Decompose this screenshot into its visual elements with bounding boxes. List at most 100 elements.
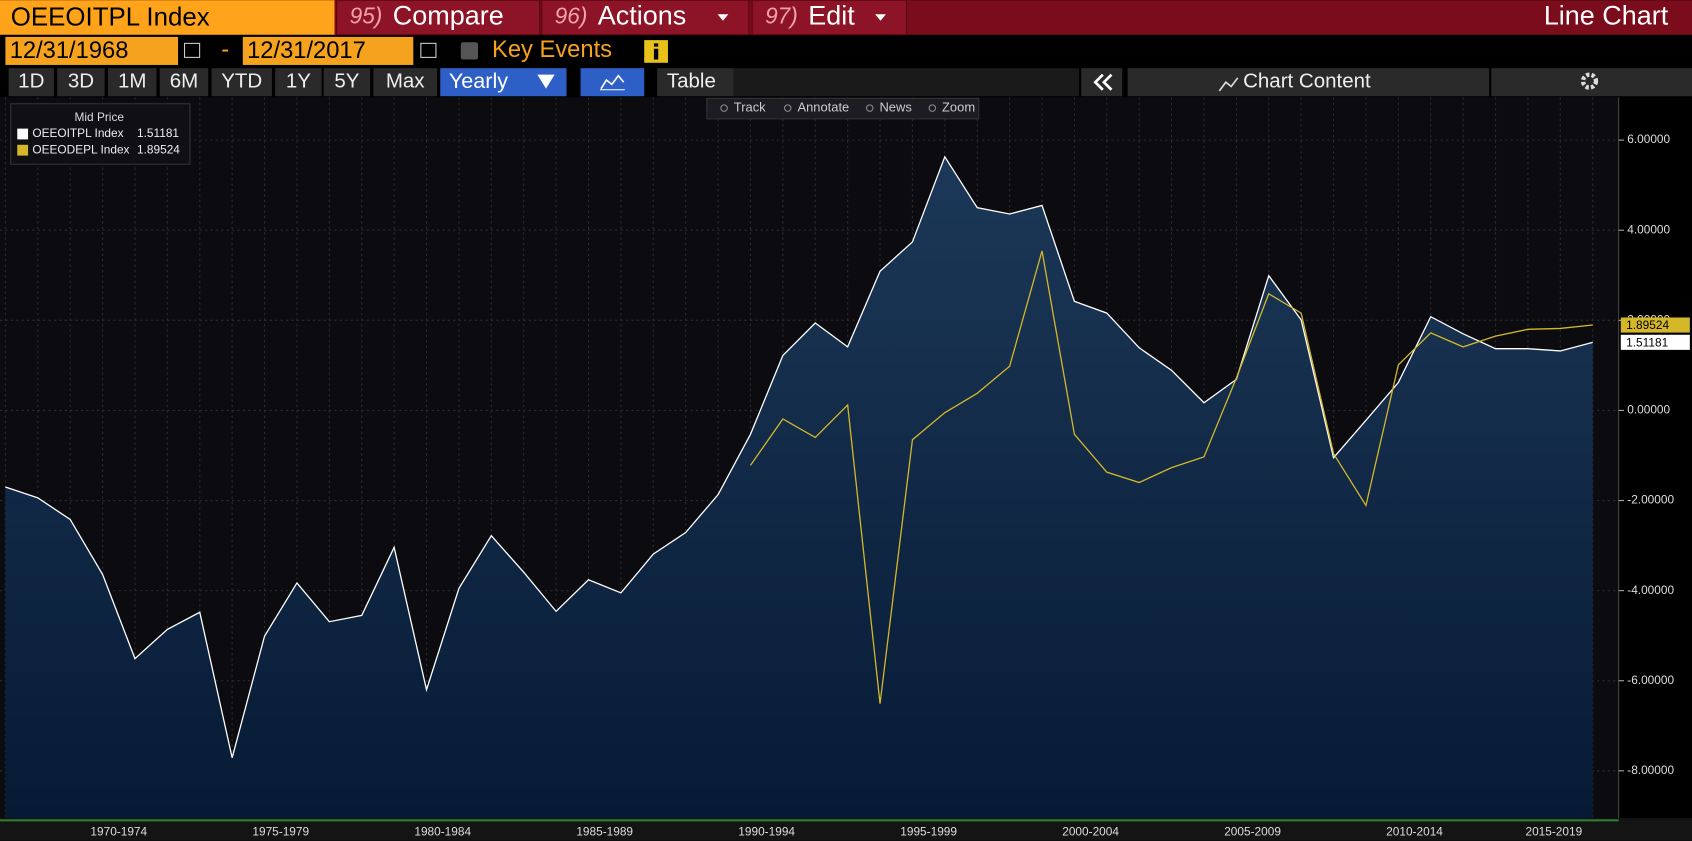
x-tick-label: 2005-2009	[1224, 824, 1281, 838]
x-tick-label: 1985-1989	[576, 824, 633, 838]
tool-label[interactable]: Annotate	[797, 100, 849, 115]
tool-icon	[865, 104, 874, 112]
last-value-label: 1.51181	[1626, 336, 1668, 350]
frequency-label: Yearly	[449, 68, 508, 93]
x-tick-label: 2010-2014	[1386, 824, 1443, 838]
info-icon-stem	[653, 48, 659, 60]
last-value-tag	[1620, 334, 1690, 350]
view-title: Line Chart	[1544, 1, 1669, 31]
start-date-box[interactable]	[5, 36, 179, 65]
last-value-label: 1.89524	[1626, 318, 1669, 332]
x-tick-label: 2015-2019	[1525, 824, 1582, 838]
tool-label[interactable]: News	[879, 100, 911, 115]
chart-tools-bar	[706, 97, 980, 120]
period-button[interactable]	[211, 68, 272, 97]
chart-content-icon	[1218, 77, 1239, 92]
period-label: 6M	[170, 70, 198, 93]
last-value-tag	[1620, 317, 1690, 333]
line	[749, 250, 1593, 704]
end-date: 12/31/2017	[247, 38, 366, 64]
period-label: 1Y	[286, 70, 311, 93]
x-tick-label: 2000-2004	[1062, 824, 1119, 838]
line	[5, 155, 1593, 758]
collapse-button[interactable]	[1081, 68, 1123, 97]
x-tick-label: 1975-1979	[252, 824, 309, 838]
period-label: YTD	[221, 70, 262, 93]
y-tick-label: -8.00000	[1627, 763, 1674, 777]
area	[5, 156, 1593, 819]
settings-button[interactable]	[1491, 68, 1692, 97]
y-tick-label: -6.00000	[1627, 673, 1674, 687]
security-box[interactable]	[0, 0, 335, 35]
legend-swatch	[17, 128, 29, 140]
key-events-label: Key Events	[492, 37, 612, 63]
period-label: 5Y	[334, 70, 359, 93]
collapse-icon	[1093, 73, 1104, 91]
menu-number: 95)	[350, 2, 383, 28]
legend-value: 1.89524	[137, 142, 180, 156]
checkbox[interactable]	[460, 42, 479, 60]
table-button[interactable]	[657, 68, 734, 97]
dropdown-arrow	[875, 14, 886, 21]
dropdown-arrow	[717, 14, 729, 21]
menu-button[interactable]	[336, 0, 541, 36]
tool-label[interactable]: Zoom	[942, 100, 975, 115]
tool-icon	[783, 104, 792, 112]
y-tick-label: 4.00000	[1627, 222, 1670, 236]
period-button[interactable]	[57, 68, 105, 97]
start-date: 12/31/1968	[10, 38, 129, 64]
chart-content-label: Chart Content	[1243, 70, 1371, 93]
chart-icon	[600, 74, 625, 90]
legend-value: 1.51181	[137, 126, 179, 140]
legend-label[interactable]: OEEOITPL Index	[32, 126, 123, 140]
y-tick-label: -4.00000	[1627, 583, 1674, 597]
legend	[10, 103, 191, 165]
period-button[interactable]	[8, 68, 54, 97]
dropdown-arrow	[537, 74, 555, 89]
calendar-icon[interactable]	[183, 42, 201, 58]
period-label: 1M	[118, 70, 146, 93]
menu-label: Edit	[808, 1, 855, 31]
menu-number: 97)	[765, 2, 798, 28]
tool-icon	[720, 104, 728, 112]
period-button[interactable]	[107, 68, 157, 97]
menu-label: Actions	[598, 1, 686, 31]
info-icon-dot	[653, 43, 659, 47]
settings-icon[interactable]	[1580, 72, 1599, 90]
calendar-icon[interactable]	[420, 42, 437, 58]
table-label: Table	[667, 70, 716, 93]
legend-title: Mid Price	[75, 110, 125, 124]
chart-type-button[interactable]	[580, 68, 645, 97]
x-tick-label: 1970-1974	[90, 824, 147, 838]
y-tick-label: 6.00000	[1627, 132, 1670, 146]
period-label: 3D	[68, 70, 94, 93]
period-label: 1D	[18, 70, 44, 93]
y-tick-label: 0.00000	[1627, 403, 1670, 417]
security-name: OEEOITPL Index	[11, 3, 210, 31]
end-date-box[interactable]	[242, 36, 414, 65]
tool-label[interactable]: Track	[734, 100, 766, 115]
period-label: Max	[386, 70, 425, 93]
menu-number: 96)	[555, 2, 588, 28]
period-button[interactable]	[323, 68, 371, 97]
menu-button[interactable]	[751, 0, 907, 36]
x-tick-label: 1995-1999	[900, 824, 957, 838]
period-button[interactable]	[275, 68, 322, 97]
collapse-icon	[1101, 73, 1113, 91]
period-button[interactable]	[159, 68, 209, 97]
date-separator: -	[221, 37, 229, 63]
tool-icon	[928, 104, 937, 112]
menu-label: Compare	[393, 1, 504, 31]
period-button[interactable]	[373, 68, 438, 97]
legend-swatch	[17, 144, 29, 156]
menu-button[interactable]	[541, 0, 750, 36]
toolbar-gap	[733, 68, 1080, 97]
x-tick-label: 1980-1984	[414, 824, 471, 838]
x-axis-bar	[0, 818, 1692, 841]
x-tick-label: 1990-1994	[738, 824, 795, 838]
chart-content-button[interactable]	[1127, 68, 1490, 97]
legend-label[interactable]: OEEODEPL Index	[32, 142, 129, 156]
y-tick-label: -2.00000	[1627, 493, 1674, 507]
